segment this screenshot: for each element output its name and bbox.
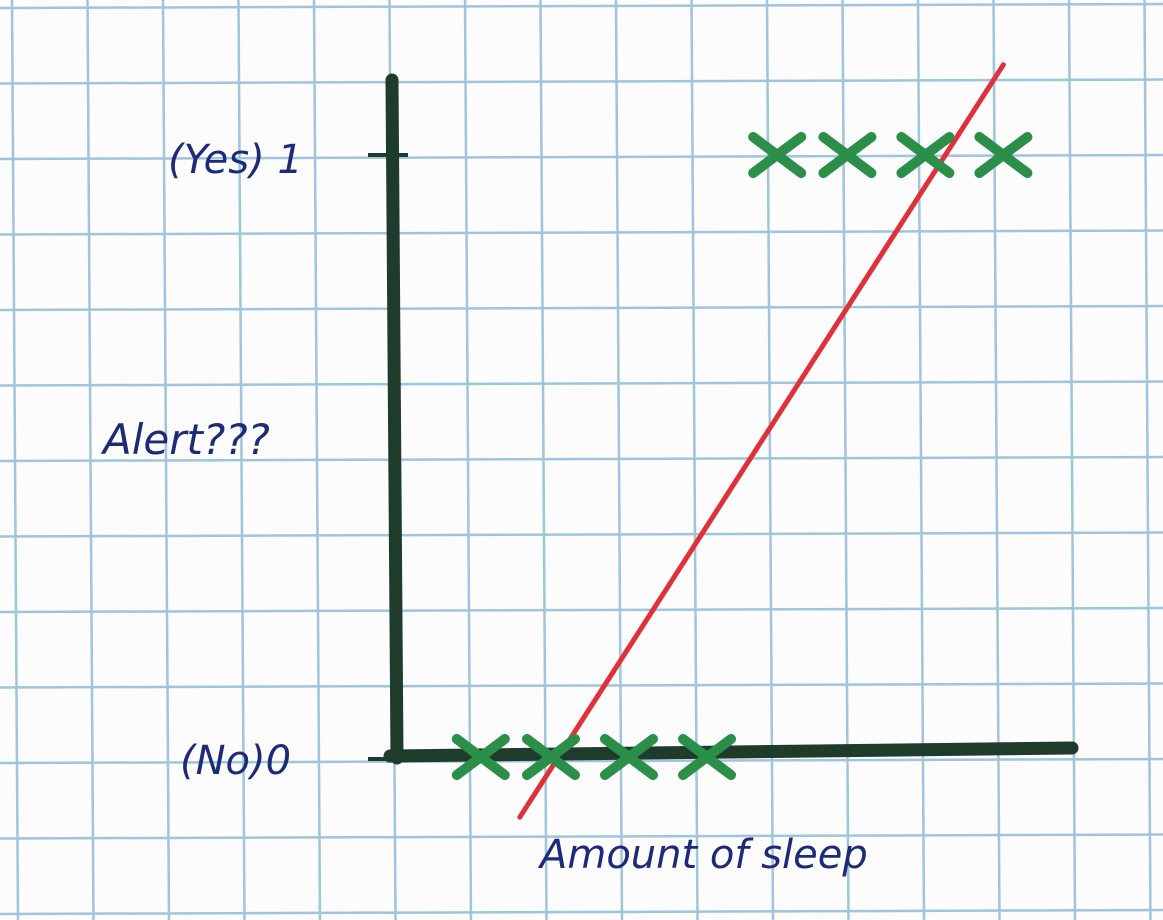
grid-line-horizontal: [0, 757, 1163, 765]
data-point: [896, 132, 955, 178]
grid-line-horizontal: [0, 380, 1163, 387]
data-point-stroke: [748, 132, 807, 178]
fit-line: [517, 62, 1006, 820]
data-point-stroke: [451, 734, 510, 780]
data-point: [748, 132, 807, 178]
x-axis-label: Amount of sleep: [537, 832, 868, 878]
points: [451, 132, 1033, 780]
fit-line-group: [517, 62, 1006, 820]
grid-line-vertical: [765, 0, 775, 920]
grid-line-vertical: [1067, 0, 1077, 920]
data-point: [818, 132, 877, 178]
grid-line-horizontal: [0, 531, 1163, 538]
data-point-stroke: [818, 132, 877, 178]
y-axis-label: Alert???: [100, 415, 270, 464]
data-point-stroke: [974, 132, 1033, 178]
grid-line-vertical: [841, 0, 850, 920]
grid-line-vertical: [992, 0, 1001, 920]
grid-line-horizontal: [0, 455, 1163, 463]
data-point: [522, 734, 580, 780]
data-point: [678, 734, 736, 780]
grid-line-horizontal: [0, 229, 1163, 236]
y-tick-label-no: (No)0: [180, 738, 291, 784]
grid-line-vertical: [916, 0, 926, 920]
data-point: [974, 132, 1033, 178]
y-axis: [385, 73, 404, 765]
data-point: [451, 734, 510, 780]
data-point-stroke: [678, 734, 736, 780]
data-point-stroke: [522, 734, 580, 780]
data-point-stroke: [600, 734, 658, 780]
grid-line-vertical: [690, 0, 699, 920]
data-point: [600, 734, 658, 780]
grid-line-horizontal: [0, 682, 1163, 689]
grid-line-horizontal: [0, 2, 1163, 10]
data-point-stroke: [896, 132, 955, 178]
grid-line-horizontal: [0, 153, 1163, 161]
grid-line-vertical: [1143, 0, 1152, 920]
x-axis: [383, 741, 1079, 763]
axes: [368, 73, 1079, 765]
grid-line-horizontal: [0, 833, 1163, 840]
y-tick-label-yes: (Yes) 1: [168, 137, 303, 183]
grid-line-horizontal: [0, 606, 1163, 614]
grid-line-horizontal: [0, 304, 1163, 312]
grid-line-horizontal: [0, 78, 1163, 85]
grid-line-horizontal: [0, 908, 1163, 916]
